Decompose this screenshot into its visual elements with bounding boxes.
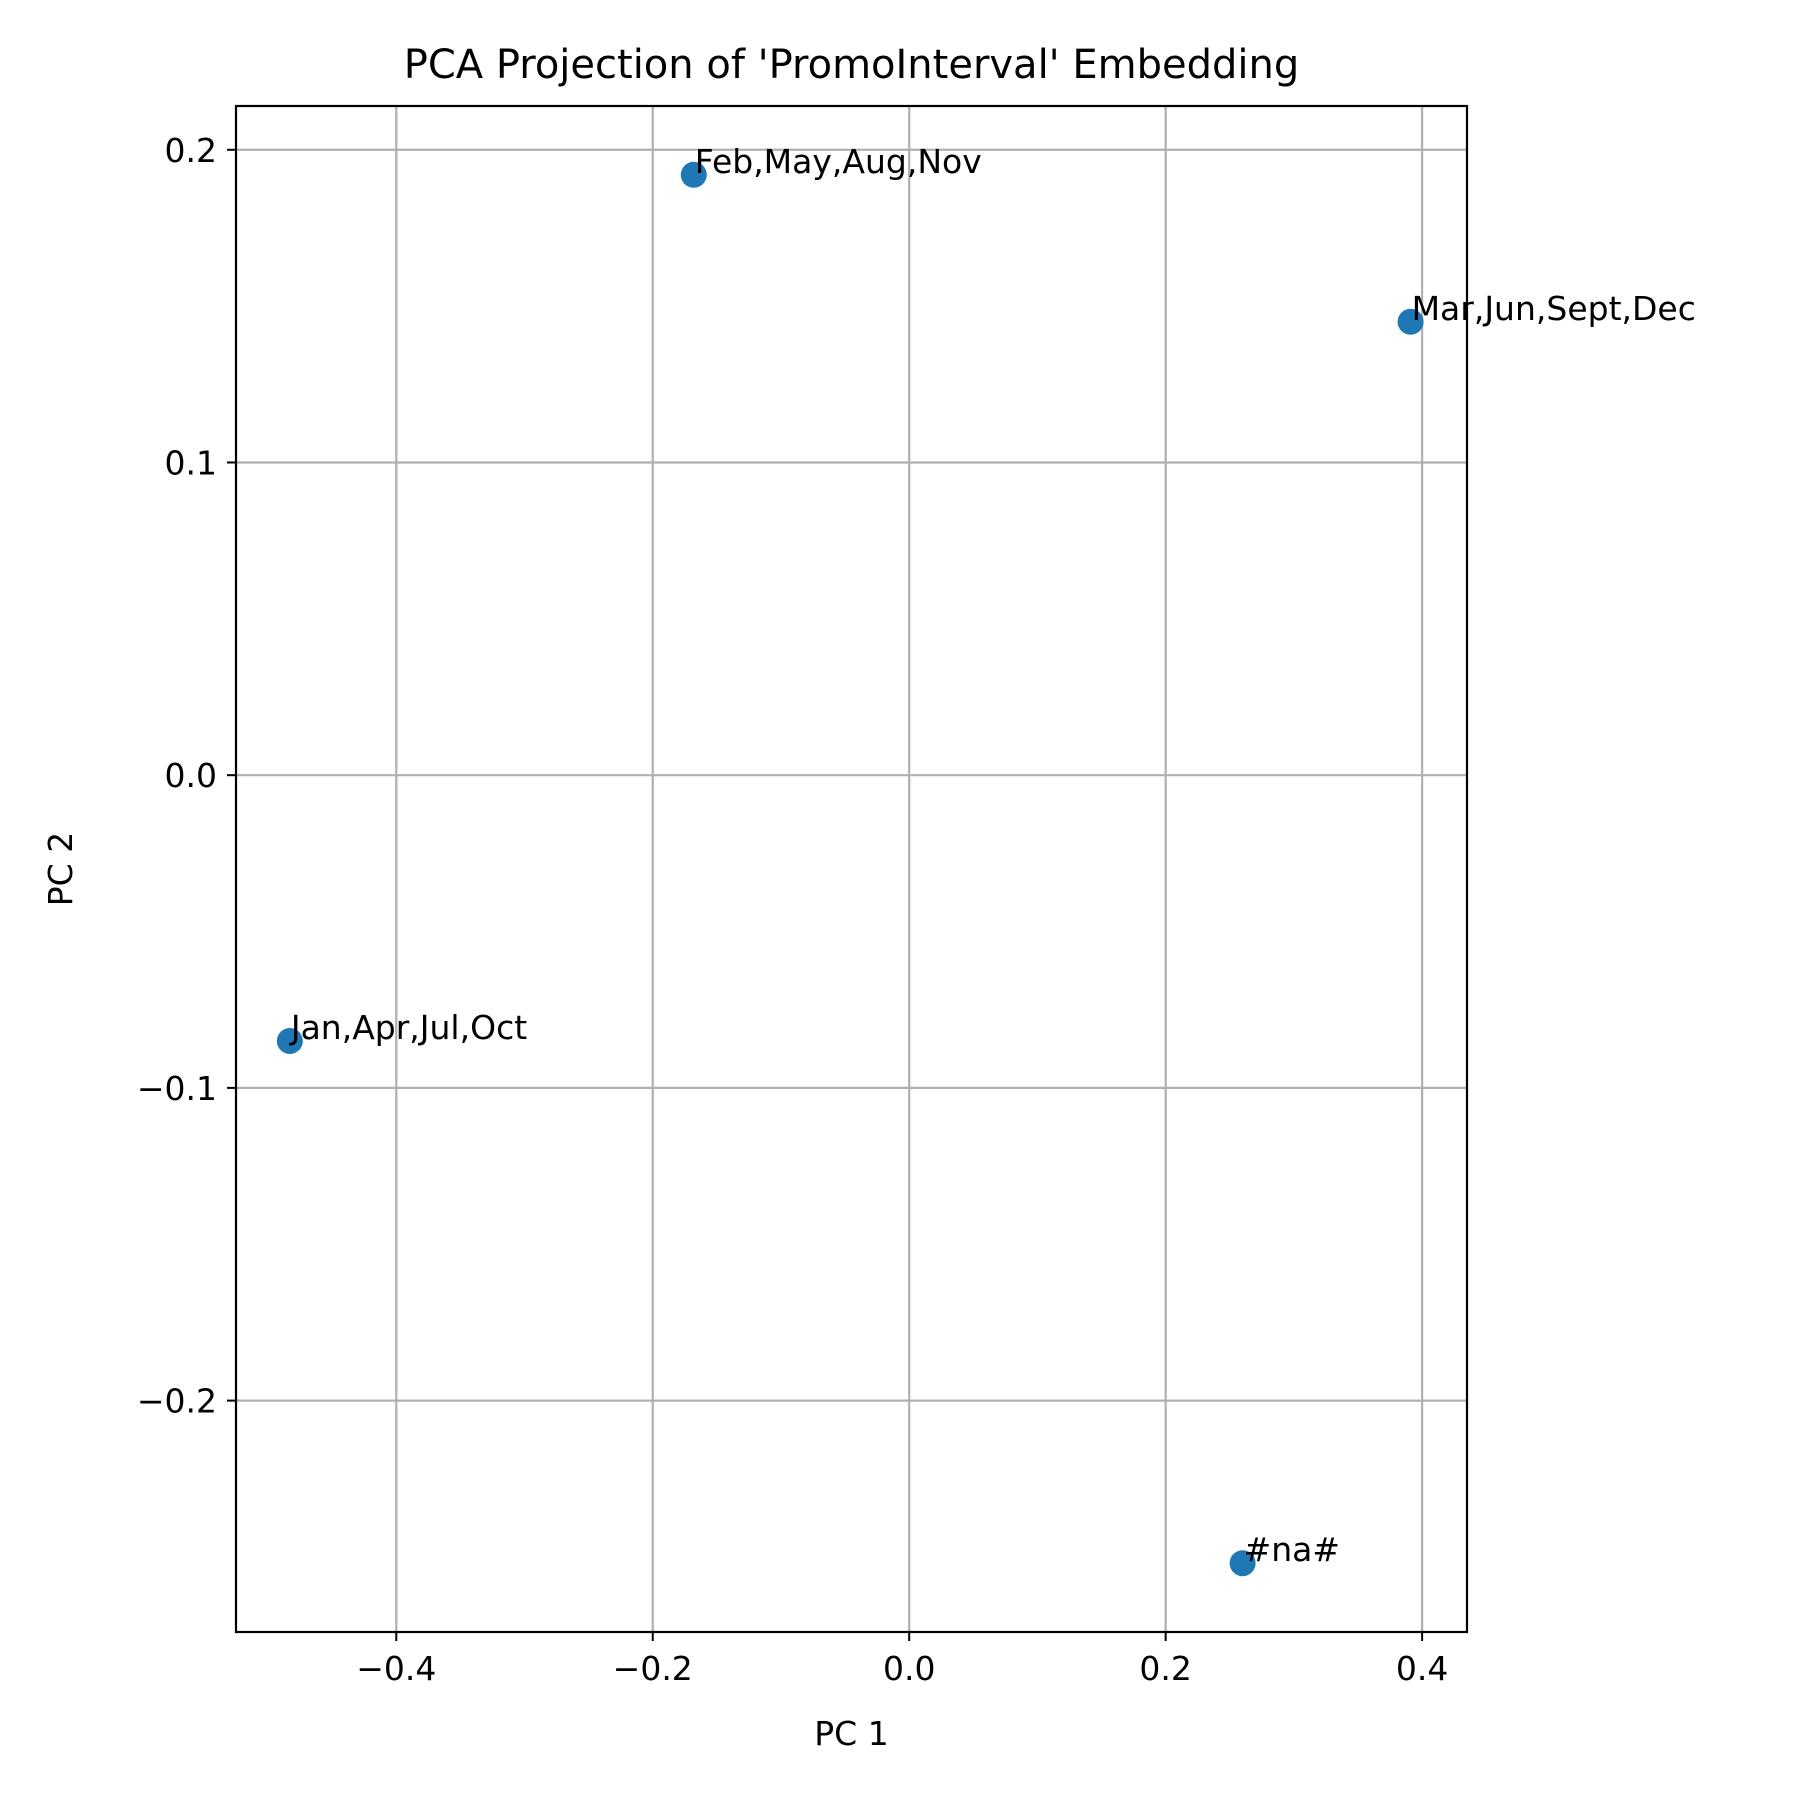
data-point	[680, 161, 707, 188]
point-label: Jan,Apr,Jul,Oct	[289, 1008, 527, 1047]
x-tick-label: −0.4	[356, 1649, 436, 1688]
y-tick-label: −0.2	[137, 1382, 217, 1421]
y-tick-label: 0.2	[165, 131, 217, 170]
axis-ticks: −0.4 −0.2 0.0 0.2 0.4 −0.2 −0.1 0.0 0.1 0.2	[137, 131, 1449, 1688]
data-points: Feb,May,Aug,Nov Mar,Jun,Sept,Dec Jan,Apr,J…	[276, 142, 1696, 1577]
y-tick-label: 0.1	[165, 443, 217, 482]
data-point	[1229, 1550, 1256, 1577]
point-label: #na#	[1244, 1530, 1340, 1569]
x-tick-label: −0.2	[613, 1649, 693, 1688]
x-axis-label: PC 1	[814, 1714, 888, 1753]
point-label: Mar,Jun,Sept,Dec	[1412, 289, 1696, 328]
x-tick-label: 0.0	[883, 1649, 935, 1688]
x-tick-label: 0.2	[1139, 1649, 1191, 1688]
x-tick-label: 0.4	[1396, 1649, 1448, 1688]
chart-title: PCA Projection of 'PromoInterval' Embedd…	[404, 42, 1300, 88]
y-tick-label: 0.0	[165, 756, 217, 795]
data-point	[276, 1027, 303, 1054]
point-label: Feb,May,Aug,Nov	[695, 142, 982, 181]
grid	[236, 106, 1467, 1632]
plot-frame	[234, 104, 1469, 1634]
y-tick-label: −0.1	[137, 1069, 217, 1108]
data-point	[1397, 308, 1424, 335]
y-axis-label: PC 2	[41, 832, 80, 906]
